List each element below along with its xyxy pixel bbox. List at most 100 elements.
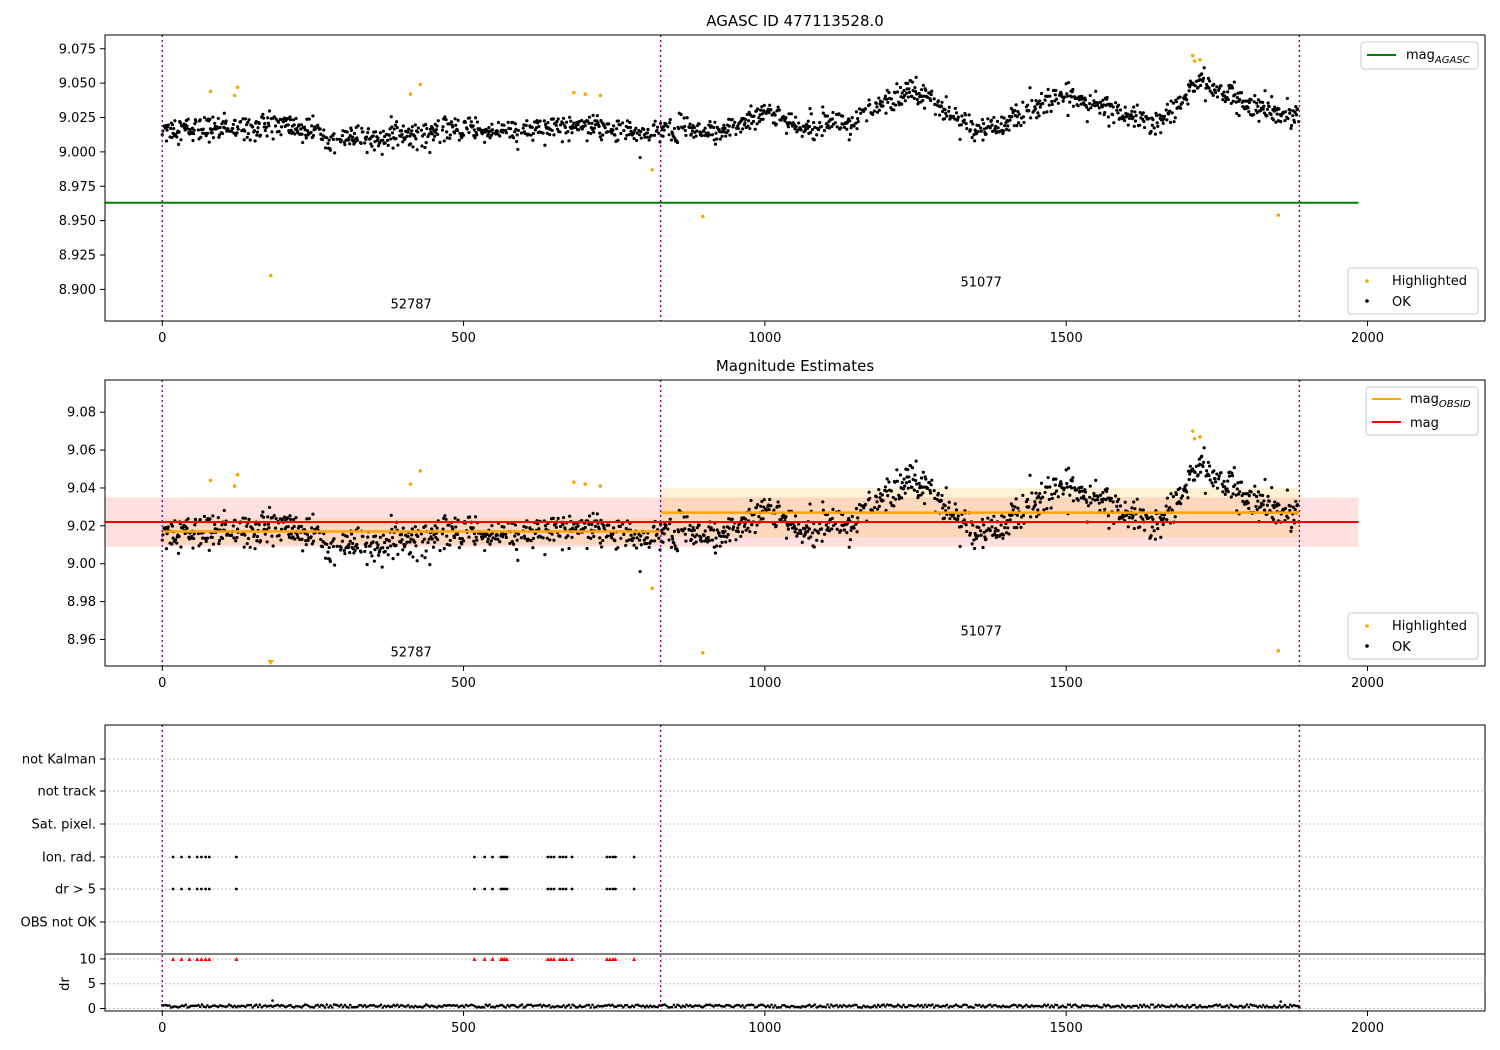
ok-point: [355, 136, 359, 140]
dr-point: [1102, 1003, 1106, 1007]
ok-point: [1039, 481, 1044, 485]
dr-point: [204, 1005, 207, 1009]
ok-point: [1030, 491, 1034, 495]
ok-point: [774, 523, 778, 528]
ok-point: [653, 119, 657, 123]
ok-point: [568, 514, 572, 518]
ok-point: [936, 491, 941, 496]
ok-point: [245, 542, 249, 546]
ok-point: [1071, 87, 1075, 92]
ok-point: [1188, 464, 1192, 468]
ok-point: [685, 116, 689, 120]
dr-point: [1120, 1003, 1124, 1007]
ok-point: [898, 473, 903, 477]
dr-point: [495, 1004, 499, 1008]
offscale-marker: [267, 660, 275, 665]
ok-point: [166, 525, 170, 529]
dr-point: [914, 1004, 918, 1008]
ok-point: [273, 526, 278, 530]
ok-point: [1062, 95, 1066, 99]
ok-point: [1045, 485, 1050, 489]
ok-point: [906, 95, 910, 99]
ok-point: [299, 524, 304, 529]
ok-point: [1165, 102, 1170, 106]
ok-point: [1021, 115, 1025, 119]
ok-point: [355, 546, 360, 550]
dr-clipped-marker: [234, 956, 239, 961]
ok-point: [474, 515, 478, 519]
ok-point: [1127, 116, 1132, 121]
flag-point: [561, 887, 565, 891]
dr-point: [1289, 1003, 1292, 1006]
ok-point: [1233, 483, 1237, 487]
ok-point: [1141, 508, 1145, 512]
ok-point: [1036, 494, 1041, 498]
ok-point: [508, 135, 512, 139]
ok-point: [481, 535, 485, 540]
ok-point: [580, 118, 584, 123]
ok-point: [448, 538, 452, 543]
ok-point: [353, 548, 357, 552]
flag-point: [611, 887, 615, 891]
ok-point: [513, 523, 517, 527]
ok-point: [806, 119, 810, 123]
ok-point: [1178, 95, 1182, 99]
ok-point: [1019, 525, 1023, 529]
ok-point: [389, 115, 393, 119]
dr-point: [1260, 1005, 1263, 1009]
ok-point: [1021, 100, 1025, 104]
ok-point: [363, 549, 367, 554]
ok-point: [319, 132, 323, 136]
ok-point: [554, 525, 558, 529]
ok-point: [1273, 105, 1277, 109]
ok-point: [1113, 101, 1118, 105]
ok-point: [712, 545, 716, 549]
ok-point: [531, 546, 535, 550]
ok-point: [910, 485, 914, 489]
ok-point: [891, 102, 895, 106]
ok-point: [875, 105, 879, 109]
ok-point: [1027, 505, 1031, 509]
ok-point: [982, 127, 986, 131]
ok-point: [852, 526, 856, 530]
ok-point: [448, 136, 452, 140]
dr-point: [1014, 1003, 1017, 1007]
ok-point: [1033, 503, 1038, 507]
dr-point: [587, 1003, 591, 1007]
ok-point: [467, 116, 472, 120]
ok-point: [523, 131, 527, 136]
ok-point: [373, 534, 378, 538]
x-tick-label: 1000: [748, 676, 781, 691]
ok-point: [979, 529, 983, 533]
ok-point: [906, 486, 910, 490]
dr-point: [1146, 1004, 1149, 1008]
ok-point: [1165, 496, 1170, 500]
dr-point: [772, 1006, 775, 1009]
dr-point: [1283, 1003, 1287, 1007]
ok-point: [293, 537, 297, 541]
ok-point: [892, 108, 896, 112]
ok-point: [1050, 99, 1054, 104]
ok-point: [223, 121, 228, 126]
ok-point: [447, 122, 451, 126]
ok-point: [185, 124, 189, 128]
dr-point: [206, 1004, 209, 1007]
ok-point: [566, 129, 570, 134]
dr-point: [390, 1005, 394, 1008]
ok-point: [943, 503, 947, 508]
dr-point: [770, 1003, 773, 1007]
ok-point: [292, 517, 296, 522]
dr-point: [811, 1004, 815, 1008]
ok-point: [1201, 464, 1205, 468]
dr-point: [992, 1003, 996, 1007]
ok-point: [944, 486, 948, 490]
ok-point: [242, 138, 246, 142]
dr-point: [960, 1005, 963, 1009]
dr-clipped-marker: [613, 956, 618, 961]
ok-point: [370, 144, 374, 148]
ok-point: [1084, 498, 1088, 502]
ok-point: [1198, 78, 1202, 82]
ok-point: [263, 128, 267, 133]
ok-point: [390, 125, 394, 129]
dr-point: [1044, 1004, 1048, 1008]
